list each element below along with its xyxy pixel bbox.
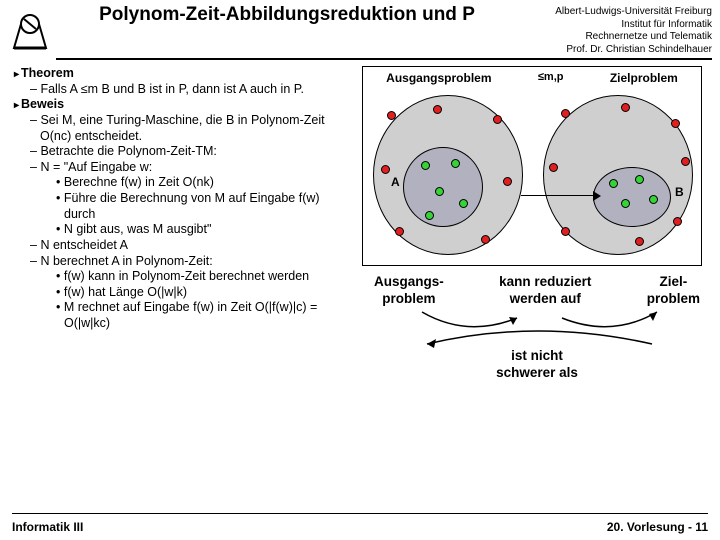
header: Polynom-Zeit-Abbildungsreduktion und P A…: [0, 0, 720, 56]
proof-step: Berechne f(w) in Zeit O(nk): [22, 175, 354, 191]
proof-line: N berechnet A in Polynom-Zeit:: [24, 254, 354, 270]
affil-line: Institut für Informatik: [522, 19, 712, 32]
proof-line: N = "Auf Eingabe w:: [24, 160, 354, 176]
proof-step: Führe die Berechnung von M auf Eingabe f…: [22, 191, 354, 222]
theorem-body: Falls A ≤m B und B ist in P, dann ist A …: [24, 82, 354, 98]
red-dot: [635, 237, 644, 246]
red-dot: [381, 165, 390, 174]
proof-step: f(w) kann in Polynom-Zeit berechnet werd…: [22, 269, 354, 285]
label-ausgangsproblem: Ausgangsproblem: [386, 71, 491, 85]
green-dot: [621, 199, 630, 208]
label-a: A: [391, 175, 400, 189]
reduct-left: Ausgangs- problem: [374, 274, 444, 308]
reduct-mid-bot: ist nicht schwerer als: [362, 348, 712, 382]
footer-right: 20. Vorlesung - 11: [607, 520, 708, 534]
green-dot: [451, 159, 460, 168]
green-dot: [421, 161, 430, 170]
affil-line: Rechnernetze und Telematik: [522, 31, 712, 44]
label-leq-mp: ≤m,p: [538, 71, 564, 85]
curved-arrows-icon: [367, 308, 707, 348]
green-dot: [435, 187, 444, 196]
red-dot: [561, 109, 570, 118]
red-dot: [681, 157, 690, 166]
uni-logo-icon: [8, 8, 52, 52]
label-zielproblem: Zielproblem: [610, 71, 678, 85]
proof-step: M rechnet auf Eingabe f(w) in Zeit O(|f(…: [22, 300, 354, 331]
red-dot: [503, 177, 512, 186]
footer-left: Informatik III: [12, 520, 83, 534]
reduction-diagram: Ausgangsproblem ≤m,p Zielproblem A B: [362, 66, 702, 266]
reduction-text: Ausgangs- problem kann reduziert werden …: [362, 274, 712, 382]
theorem-heading: Theorem: [14, 66, 354, 82]
diagram-column: Ausgangsproblem ≤m,p Zielproblem A B Aus…: [354, 66, 712, 382]
set-b-circle: [593, 167, 671, 227]
green-dot: [459, 199, 468, 208]
red-dot: [673, 217, 682, 226]
green-dot: [635, 175, 644, 184]
affil-line: Albert-Ludwigs-Universität Freiburg: [522, 6, 712, 19]
mapping-arrow-head: [593, 191, 601, 201]
affiliation: Albert-Ludwigs-Universität Freiburg Inst…: [522, 4, 712, 56]
reduct-right: Ziel- problem: [647, 274, 700, 308]
proof-heading: Beweis: [14, 97, 354, 113]
content: Theorem Falls A ≤m B und B ist in P, dan…: [0, 60, 720, 382]
red-dot: [387, 111, 396, 120]
proof-step: f(w) hat Länge O(|w|k): [22, 285, 354, 301]
green-dot: [649, 195, 658, 204]
affil-line: Prof. Dr. Christian Schindelhauer: [522, 44, 712, 57]
green-dot: [425, 211, 434, 220]
text-column: Theorem Falls A ≤m B und B ist in P, dan…: [14, 66, 354, 382]
green-dot: [609, 179, 618, 188]
proof-line: N entscheidet A: [24, 238, 354, 254]
title-block: Polynom-Zeit-Abbildungsreduktion und P: [52, 4, 522, 26]
red-dot: [549, 163, 558, 172]
label-b: B: [675, 185, 684, 199]
set-a-circle: [403, 147, 483, 227]
red-dot: [621, 103, 630, 112]
footer: Informatik III 20. Vorlesung - 11: [0, 520, 720, 534]
reduct-mid-top: kann reduziert werden auf: [499, 274, 591, 308]
proof-line: Sei M, eine Turing-Maschine, die B in Po…: [24, 113, 354, 144]
red-dot: [395, 227, 404, 236]
mapping-arrow: [521, 195, 597, 196]
footer-rule: [12, 513, 708, 514]
page-title: Polynom-Zeit-Abbildungsreduktion und P: [58, 4, 516, 26]
diagram-top-labels: Ausgangsproblem ≤m,p Zielproblem: [363, 71, 701, 85]
proof-step: N gibt aus, was M ausgibt": [22, 222, 354, 238]
red-dot: [561, 227, 570, 236]
red-dot: [671, 119, 680, 128]
red-dot: [481, 235, 490, 244]
proof-line: Betrachte die Polynom-Zeit-TM:: [24, 144, 354, 160]
red-dot: [493, 115, 502, 124]
red-dot: [433, 105, 442, 114]
